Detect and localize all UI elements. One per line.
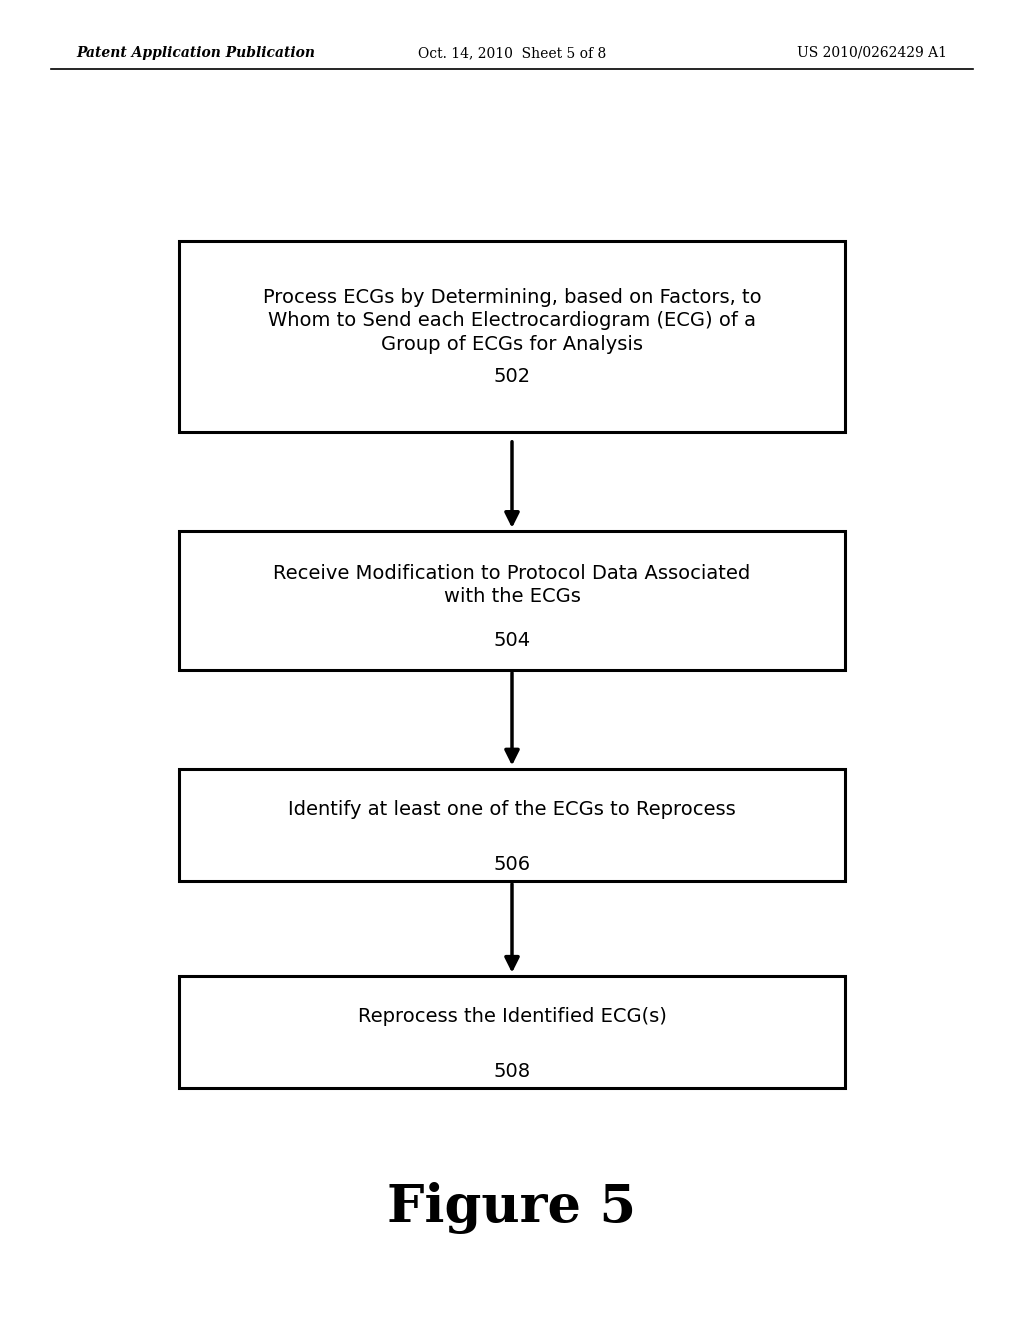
Text: 504: 504: [494, 631, 530, 649]
Text: Oct. 14, 2010  Sheet 5 of 8: Oct. 14, 2010 Sheet 5 of 8: [418, 46, 606, 59]
Text: 506: 506: [494, 855, 530, 874]
Text: US 2010/0262429 A1: US 2010/0262429 A1: [798, 46, 947, 59]
FancyBboxPatch shape: [179, 977, 845, 1088]
Text: 508: 508: [494, 1063, 530, 1081]
Text: 502: 502: [494, 367, 530, 385]
Text: Figure 5: Figure 5: [387, 1181, 637, 1234]
Text: Reprocess the Identified ECG(s): Reprocess the Identified ECG(s): [357, 1007, 667, 1026]
FancyBboxPatch shape: [179, 768, 845, 882]
Text: Receive Modification to Protocol Data Associated
with the ECGs: Receive Modification to Protocol Data As…: [273, 564, 751, 606]
FancyBboxPatch shape: [179, 531, 845, 671]
Text: Patent Application Publication: Patent Application Publication: [77, 46, 315, 59]
Text: Process ECGs by Determining, based on Factors, to
Whom to Send each Electrocardi: Process ECGs by Determining, based on Fa…: [263, 288, 761, 354]
FancyBboxPatch shape: [179, 242, 845, 433]
Text: Identify at least one of the ECGs to Reprocess: Identify at least one of the ECGs to Rep…: [288, 800, 736, 818]
